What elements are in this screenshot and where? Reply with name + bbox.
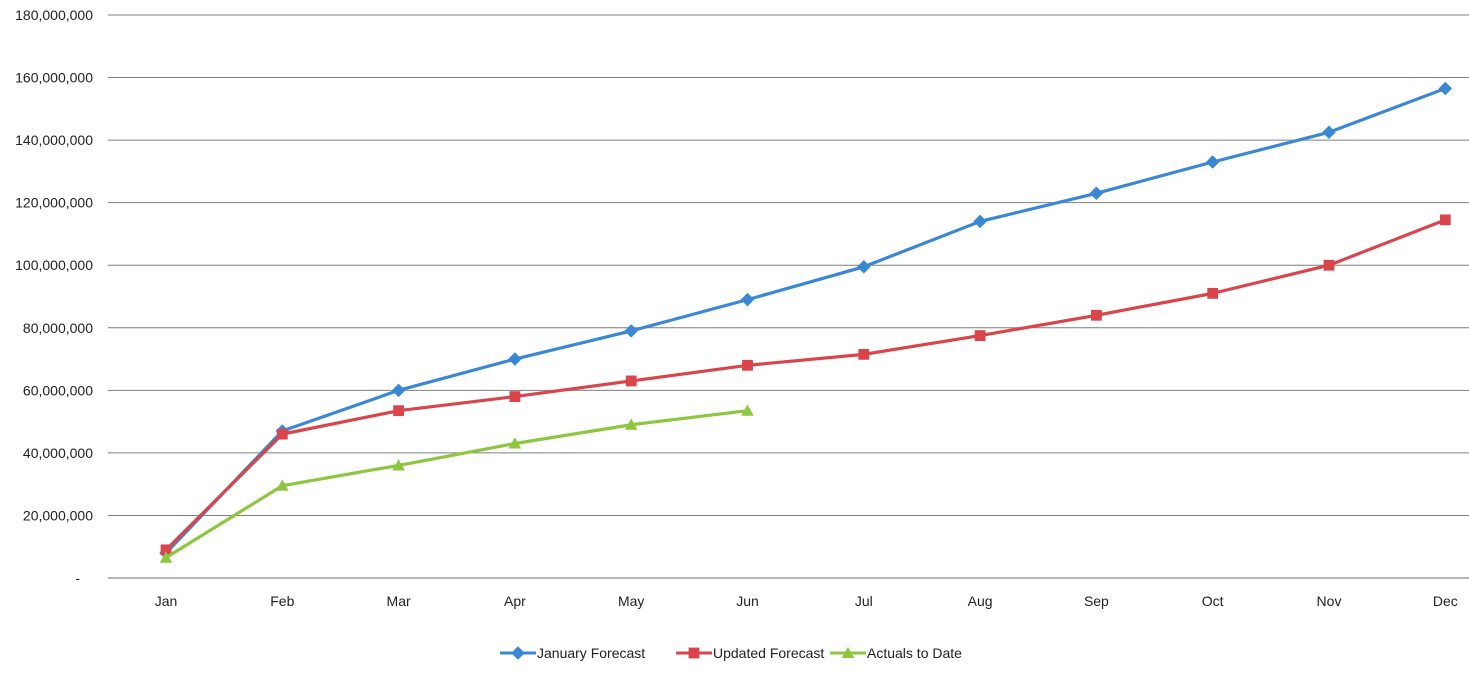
series-line-3 <box>164 409 750 560</box>
x-axis-tick-labels: Jan Feb Mar Apr May Jun Jul Aug Sep Oct Nov Dec <box>155 593 1458 609</box>
y-tick-label: 140,000,000 <box>15 132 93 148</box>
x-tick-label: Dec <box>1433 593 1458 609</box>
x-tick-label: Aug <box>968 593 993 609</box>
x-tick-label: Jul <box>855 593 873 609</box>
x-tick-label: Jun <box>736 593 759 609</box>
data-point <box>1322 125 1336 140</box>
x-tick-label: Mar <box>387 593 411 609</box>
y-tick-label: 80,000,000 <box>23 320 93 336</box>
x-tick-label: Sep <box>1084 593 1109 609</box>
data-point <box>857 260 871 274</box>
x-tick-label: Nov <box>1317 593 1342 609</box>
data-point <box>740 292 755 307</box>
data-point <box>509 391 521 402</box>
gridlines <box>108 14 1469 579</box>
data-point <box>393 405 404 417</box>
x-tick-label: Oct <box>1202 593 1224 609</box>
x-tick-label: Feb <box>270 593 294 609</box>
y-tick-label: 120,000,000 <box>15 195 93 211</box>
data-point <box>1089 186 1104 201</box>
series-line-1 <box>164 86 1447 555</box>
data-point <box>974 330 986 341</box>
data-point <box>973 214 987 229</box>
data-point <box>276 479 289 491</box>
legend: January Forecast Updated Forecast Actuals … <box>500 645 962 661</box>
data-point <box>508 352 522 366</box>
y-tick-label: 20,000,000 <box>23 507 93 523</box>
y-tick-label: 100,000,000 <box>15 257 93 273</box>
legend-label: Actuals to Date <box>867 645 962 661</box>
data-point <box>1438 81 1453 96</box>
series-lines <box>159 81 1453 563</box>
data-point <box>741 404 754 416</box>
data-point <box>625 375 637 387</box>
y-tick-label: 60,000,000 <box>23 382 93 398</box>
y-tick-label: - <box>75 570 80 586</box>
data-point <box>391 383 406 398</box>
series-line-2 <box>164 218 1447 552</box>
data-point <box>1091 309 1102 321</box>
data-point <box>160 544 172 556</box>
data-point <box>624 324 638 338</box>
data-point <box>159 551 173 563</box>
legend-label: Updated Forecast <box>713 645 824 661</box>
y-axis-tick-labels: - 20,000,000 40,000,000 60,000,000 80,000,00… <box>15 7 93 586</box>
y-tick-label: 160,000,000 <box>15 70 93 86</box>
legend-marker <box>688 647 700 659</box>
data-point <box>392 459 405 471</box>
x-tick-label: Jan <box>155 593 178 609</box>
y-tick-label: 180,000,000 <box>15 7 93 23</box>
data-point <box>624 418 638 430</box>
data-point <box>276 428 288 440</box>
data-point <box>1205 155 1220 169</box>
x-tick-label: May <box>618 593 644 609</box>
legend-marker <box>841 646 855 659</box>
x-tick-label: Apr <box>504 593 526 609</box>
legend-label: January Forecast <box>537 645 645 661</box>
data-point <box>1439 214 1451 226</box>
data-point <box>508 437 522 449</box>
y-tick-label: 40,000,000 <box>23 445 93 461</box>
legend-marker <box>511 646 525 660</box>
data-point <box>858 348 870 360</box>
data-point <box>1207 287 1219 299</box>
data-point <box>742 359 753 371</box>
data-point <box>1323 259 1335 271</box>
